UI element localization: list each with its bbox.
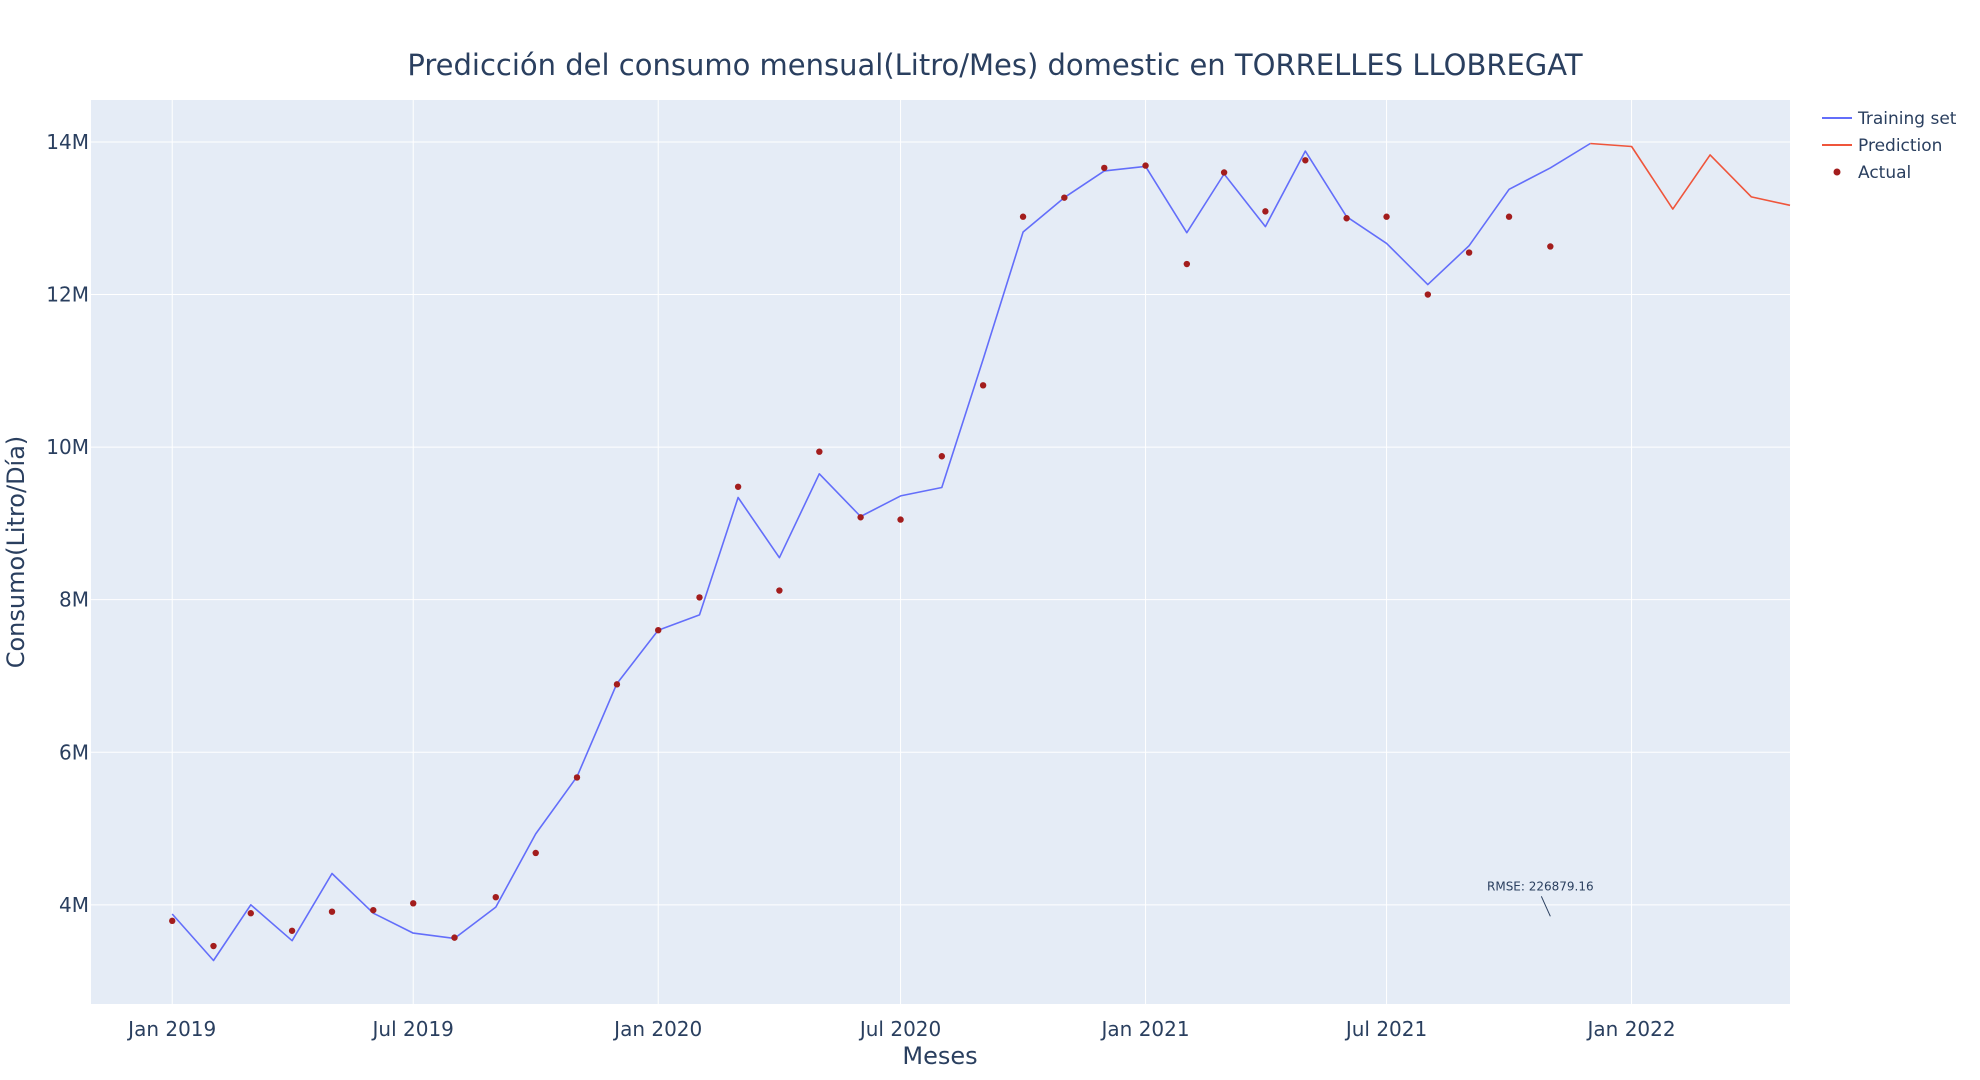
legend: Training set Prediction Actual	[1822, 109, 1957, 183]
actual-point	[613, 681, 621, 688]
y-tick-label: 6M	[59, 740, 89, 764]
actual-point	[1424, 291, 1432, 298]
x-tick-label: Jul 2019	[371, 1017, 454, 1041]
actual-point	[288, 927, 296, 934]
actual-point	[1019, 213, 1027, 220]
prediction-line	[1590, 142, 1791, 210]
actual-point	[1183, 260, 1191, 268]
actual-point	[734, 483, 742, 490]
legend-label-training-set: Training set	[1857, 109, 1957, 129]
x-tick-label: Jul 2020	[858, 1017, 941, 1041]
y-axis-ticks: 4M 6M 8M 10M 12M 14M	[46, 130, 89, 917]
annotation-text: RMSE: 226879.16	[1487, 879, 1594, 893]
actual-point	[573, 774, 581, 781]
y-tick-label: 12M	[46, 283, 89, 307]
actual-point	[897, 516, 904, 523]
actual-point	[696, 594, 703, 601]
y-axis-title: Consumo(Litro/Día)	[2, 436, 30, 669]
actual-point	[655, 626, 662, 634]
y-tick-label: 10M	[46, 435, 89, 459]
legend-label-prediction: Prediction	[1858, 136, 1942, 156]
annotation-arrow	[1540, 896, 1551, 917]
actual-point	[210, 942, 217, 950]
annotations: RMSE: 226879.16	[1487, 879, 1594, 917]
actual-point	[1262, 208, 1269, 215]
legend-label-actual: Actual	[1858, 163, 1911, 183]
actual-point	[816, 448, 823, 455]
x-tick-label: Jan 2021	[1100, 1017, 1190, 1041]
x-tick-label: Jan 2019	[126, 1017, 216, 1041]
plot-area	[91, 100, 1790, 1004]
actual-point	[1383, 213, 1390, 220]
actual-point	[1142, 162, 1149, 169]
x-tick-label: Jan 2020	[612, 1017, 702, 1041]
actual-point	[1465, 249, 1473, 256]
actual-point	[169, 917, 176, 925]
actual-point	[1061, 194, 1068, 201]
actual-point	[1101, 164, 1108, 172]
actual-point	[979, 382, 987, 389]
actual-point	[938, 453, 946, 460]
actual-point	[857, 514, 864, 521]
x-axis-title: Meses	[902, 1042, 977, 1070]
actual-point	[492, 893, 499, 901]
actual-point	[532, 849, 539, 857]
grid-layer	[91, 100, 1790, 1004]
series-layer	[169, 142, 1791, 962]
actual-point	[1302, 157, 1309, 164]
y-tick-label: 14M	[46, 130, 89, 154]
actual-point	[247, 910, 254, 917]
actual-point	[451, 934, 458, 941]
actual-point	[328, 908, 336, 915]
actual-point	[410, 900, 417, 907]
x-tick-label: Jul 2021	[1344, 1017, 1427, 1041]
chart-title: Predicción del consumo mensual(Litro/Mes…	[407, 48, 1582, 82]
actual-point	[1343, 215, 1350, 222]
legend-swatch-actual	[1833, 168, 1841, 176]
training-set-line	[171, 142, 1591, 962]
actual-point	[370, 906, 377, 914]
x-axis-ticks: Jan 2019 Jul 2019 Jan 2020 Jul 2020 Jan 2021…	[126, 1017, 1675, 1041]
y-tick-label: 4M	[59, 893, 89, 917]
y-tick-label: 8M	[59, 588, 89, 612]
actual-point	[1505, 213, 1513, 220]
actual-point	[1220, 169, 1228, 176]
actual-point	[776, 587, 783, 594]
actual-point	[1547, 243, 1554, 250]
x-tick-label: Jan 2022	[1586, 1017, 1676, 1041]
